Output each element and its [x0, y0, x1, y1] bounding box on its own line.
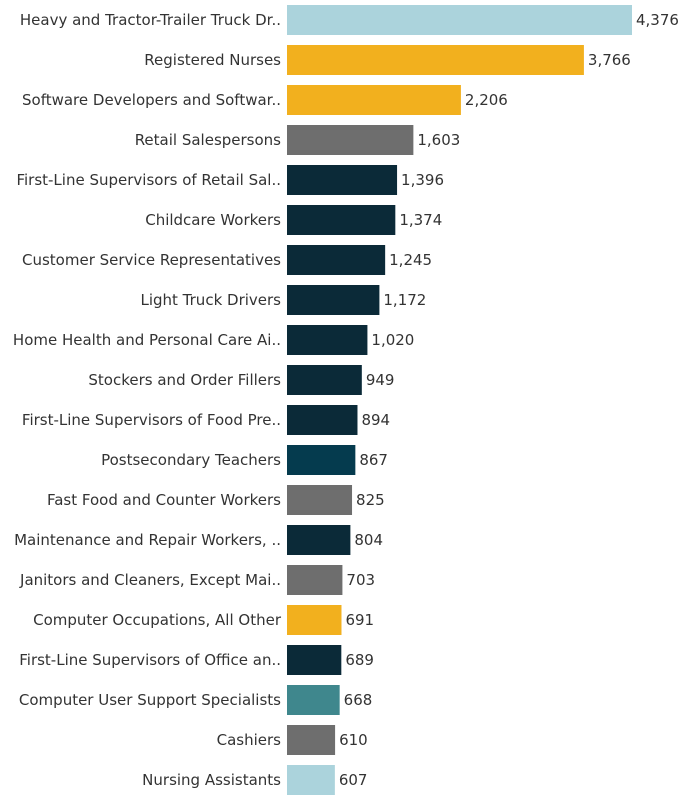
bar	[287, 605, 342, 635]
value-label: 607	[339, 771, 368, 789]
bars-group	[287, 5, 632, 795]
category-label: Home Health and Personal Care Ai..	[13, 331, 281, 349]
bar	[287, 205, 396, 235]
value-label: 691	[345, 611, 374, 629]
category-label: First-Line Supervisors of Retail Sal..	[16, 171, 281, 189]
category-label: Cashiers	[217, 731, 282, 749]
bar	[287, 525, 351, 555]
category-label: Computer Occupations, All Other	[33, 611, 282, 629]
bar	[287, 285, 380, 315]
value-label: 1,396	[401, 171, 444, 189]
value-label: 2,206	[465, 91, 508, 109]
category-label: Postsecondary Teachers	[101, 451, 281, 469]
category-label: Childcare Workers	[145, 211, 281, 229]
bar	[287, 365, 362, 395]
bar	[287, 565, 343, 595]
category-label: Janitors and Cleaners, Except Mai..	[19, 571, 281, 589]
bar	[287, 405, 358, 435]
category-label: Customer Service Representatives	[22, 251, 281, 269]
category-label: Stockers and Order Fillers	[88, 371, 281, 389]
category-label: Registered Nurses	[144, 51, 281, 69]
category-label: Maintenance and Repair Workers, ..	[14, 531, 281, 549]
category-label: Nursing Assistants	[142, 771, 281, 789]
value-label: 1,603	[417, 131, 460, 149]
value-label: 825	[356, 491, 385, 509]
value-label: 1,374	[399, 211, 442, 229]
bar	[287, 445, 356, 475]
bar	[287, 85, 461, 115]
category-label: First-Line Supervisors of Food Pre..	[22, 411, 281, 429]
value-label: 689	[345, 651, 374, 669]
value-label: 804	[354, 531, 383, 549]
bar	[287, 485, 353, 515]
category-label: Heavy and Tractor-Trailer Truck Dr..	[20, 11, 281, 29]
bar	[287, 5, 632, 35]
value-label: 1,172	[383, 291, 426, 309]
category-label: Light Truck Drivers	[140, 291, 281, 309]
value-label: 610	[339, 731, 368, 749]
category-labels-group: Heavy and Tractor-Trailer Truck Dr.. Regi…	[13, 11, 282, 789]
bar	[287, 765, 335, 795]
bar	[287, 325, 368, 355]
value-label: 949	[366, 371, 395, 389]
value-label: 894	[361, 411, 390, 429]
value-label: 4,376	[636, 11, 679, 29]
bar	[287, 245, 386, 275]
value-label: 1,245	[389, 251, 432, 269]
bar	[287, 725, 336, 755]
value-label: 3,766	[588, 51, 631, 69]
category-label: Fast Food and Counter Workers	[47, 491, 281, 509]
category-label: Retail Salespersons	[135, 131, 281, 149]
value-label: 867	[359, 451, 388, 469]
category-label: Software Developers and Softwar..	[22, 91, 281, 109]
value-labels-group: 4,376 3,766 2,206 1,603 1,396 1,374 1,245 1,172…	[339, 11, 679, 789]
value-label: 668	[344, 691, 373, 709]
bar	[287, 685, 340, 715]
value-label: 1,020	[371, 331, 414, 349]
bar	[287, 165, 398, 195]
category-label: First-Line Supervisors of Office an..	[19, 651, 281, 669]
bar	[287, 45, 584, 75]
value-label: 703	[346, 571, 375, 589]
bar	[287, 645, 342, 675]
category-label: Computer User Support Specialists	[19, 691, 281, 709]
bar	[287, 125, 414, 155]
